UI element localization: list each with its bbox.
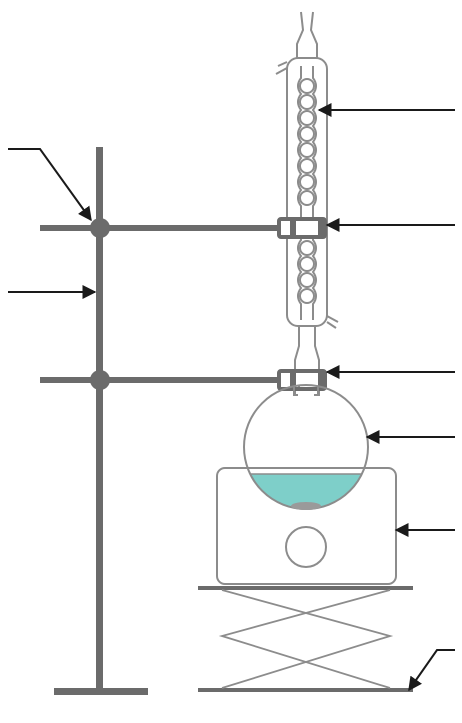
- condenser-inner-right: [311, 66, 317, 320]
- condenser-top-tip: [296, 11, 318, 58]
- allihn-condenser: [275, 11, 339, 396]
- condenser-jacket: [286, 57, 328, 327]
- condenser-clamp: [277, 217, 327, 239]
- label-arrows: [8, 103, 455, 692]
- condenser-bulbs: [299, 78, 315, 304]
- hotplate-stirrer: [216, 467, 397, 585]
- clamp-arm-upper: [40, 225, 292, 231]
- lab-jack-top-plate: [198, 586, 413, 590]
- stand-base: [54, 688, 148, 695]
- flask-neck: [293, 386, 319, 396]
- stand-rod: [96, 147, 103, 693]
- condenser-water-outlet: [275, 61, 288, 75]
- clamp-boss-lower: [90, 370, 110, 390]
- condenser-inner-left: [297, 66, 303, 320]
- lab-jack-arrow: [408, 649, 455, 692]
- hotplate-dial: [285, 526, 327, 568]
- boss-head-arrow: [8, 148, 92, 222]
- clamp-boss-upper: [90, 218, 110, 238]
- lab-jack-base-plate: [198, 688, 413, 692]
- retort-stand: [40, 147, 292, 695]
- lab-jack-scissors: [218, 589, 394, 689]
- stir-bar: [291, 502, 321, 510]
- clamp-arm-lower: [40, 377, 292, 383]
- condenser-water-inlet: [326, 315, 339, 329]
- lab-jack: [198, 586, 413, 692]
